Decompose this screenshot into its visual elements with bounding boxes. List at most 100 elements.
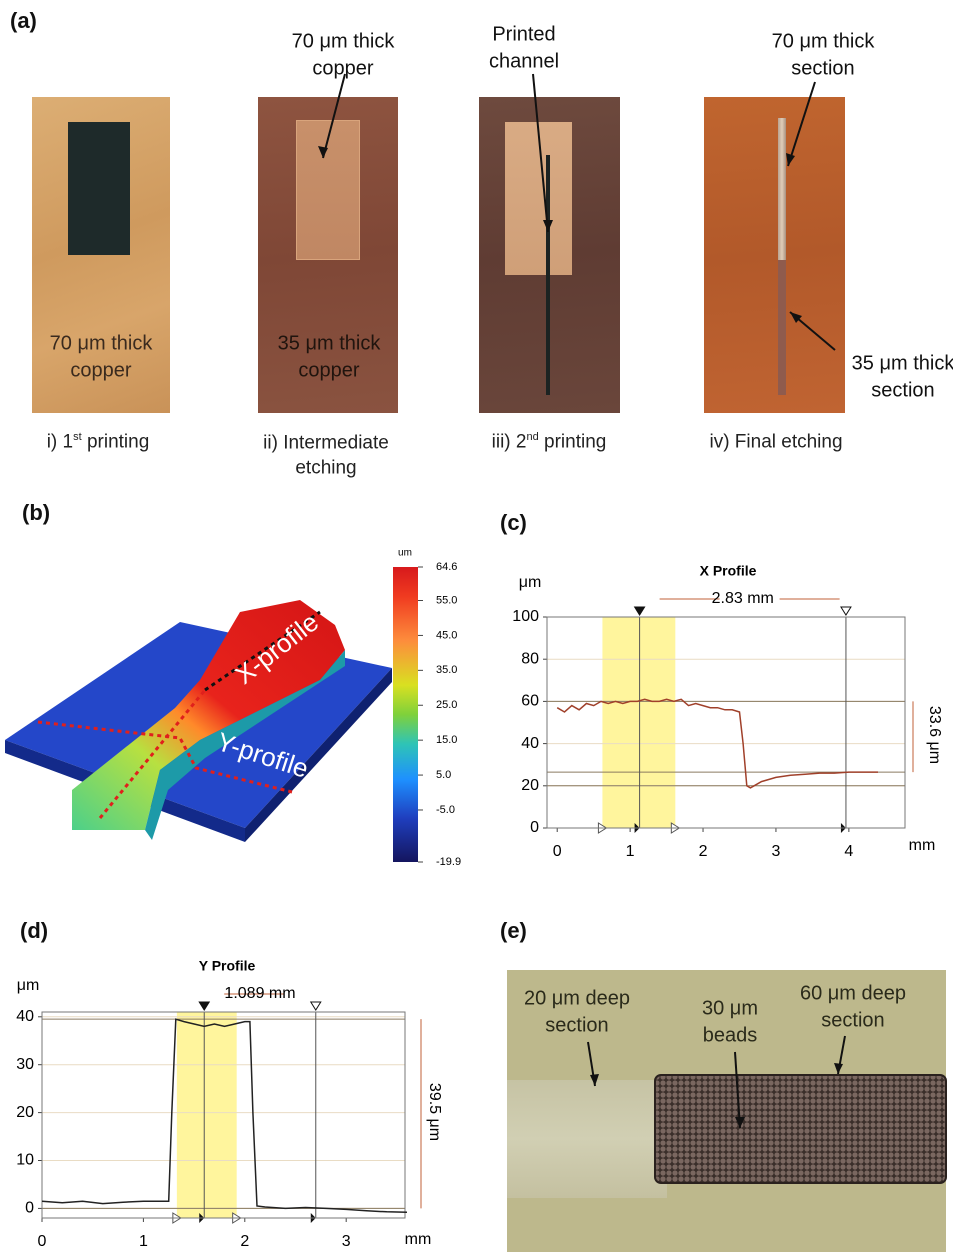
beads-block: [654, 1074, 947, 1184]
beads-edge: [654, 1074, 947, 1184]
x-tick-label: 3: [342, 1233, 351, 1250]
colorbar: [393, 567, 418, 862]
y-tick-label: 20: [521, 777, 539, 794]
colorbar-tick-label: 25.0: [436, 699, 457, 711]
photo-label: Printed channel: [488, 23, 560, 72]
panel-label: (b): [22, 500, 51, 525]
ridge-side: [145, 650, 345, 840]
photo-caption: iii) 2nd printing: [492, 429, 607, 454]
height-label: 33.6 μm: [926, 706, 943, 764]
colorbar-tick-label: 45.0: [436, 629, 457, 641]
arrow-head: [786, 153, 795, 166]
printed-channel-line: [546, 155, 550, 395]
y-profile-path: [37, 720, 293, 794]
copper-block: [505, 122, 572, 275]
y-tick-label: 0: [25, 1200, 34, 1217]
cursor-marker: [309, 1001, 322, 1011]
thick-section-strip: [778, 118, 786, 260]
y-tick-label: 60: [521, 693, 539, 710]
photo-caption: ii) Intermediate etching: [263, 432, 389, 479]
arrow-head: [318, 146, 328, 158]
photo-second-printing: [479, 97, 620, 413]
photo-label: 70 μm thick copper: [49, 332, 153, 381]
colorbar-tick-label: -19.9: [436, 856, 461, 868]
caption-text: printing: [81, 431, 150, 453]
arrow-head: [590, 1074, 599, 1086]
arrow-head: [790, 312, 802, 323]
highlight-band: [176, 1012, 237, 1218]
photo-label: 60 μm deep section: [799, 982, 907, 1031]
y-tick-label: 100: [512, 608, 539, 625]
x-tick-label: 3: [771, 843, 780, 860]
caption-sup: st: [73, 431, 82, 444]
panel-label: (e): [500, 918, 527, 943]
cursor-marker: [840, 606, 852, 616]
colorbar-tick-label: 5.0: [436, 769, 451, 781]
x-profile-path: [98, 689, 207, 819]
cursor-marker: [198, 1001, 211, 1011]
y-tick-label: 40: [16, 1008, 34, 1025]
arrow: [734, 1051, 741, 1129]
chart-title: X Profile: [700, 563, 757, 579]
caption-sup: nd: [526, 431, 539, 444]
arrow-head: [543, 220, 553, 232]
y-tick-label: 30: [16, 1056, 34, 1073]
colorbar-tick-label: 35.0: [436, 664, 457, 676]
x-tick-label: 4: [844, 843, 853, 860]
photo-label: 30 μm beads: [702, 997, 758, 1046]
photo-label: 70 μm thick copper: [291, 30, 395, 79]
ridge-top: [72, 600, 345, 830]
photo-label: 35 μm thick section: [851, 352, 953, 401]
photo-caption: iv) Final etching: [709, 431, 843, 453]
caption-text: i) 1: [46, 431, 74, 453]
arrow-head: [735, 1117, 745, 1128]
x-tick-label: 0: [553, 843, 562, 860]
x-tick-label: 1: [626, 843, 635, 860]
arrow-head: [834, 1063, 843, 1074]
height-label: 39.5 μm: [426, 1083, 443, 1141]
span-label: 2.83 mm: [712, 590, 774, 607]
resist-block: [68, 122, 130, 255]
panel-label: (c): [500, 510, 527, 535]
plot-frame: [546, 616, 906, 829]
colorbar-tick-label: 55.0: [436, 594, 457, 606]
colorbar-tick-label: -5.0: [436, 804, 455, 816]
photo-label: 35 μm thick copper: [277, 332, 381, 381]
cursor-marker: [633, 606, 646, 616]
x-tick-label: 2: [699, 843, 708, 860]
span-label: 1.089 mm: [224, 985, 295, 1002]
x-axis-label: mm: [909, 837, 936, 854]
photo-label: 70 μm thick section: [771, 30, 875, 79]
thick-copper-block: [296, 120, 360, 260]
photo-intermediate-etching: [258, 97, 398, 413]
x-profile-path-top: [204, 610, 321, 692]
arrow: [532, 73, 549, 233]
photo-first-printing: [32, 97, 170, 413]
beads-fill: [655, 1075, 946, 1183]
y-tick-label: 20: [16, 1104, 34, 1121]
shallow-channel: [507, 1080, 667, 1198]
y-tick-label: 80: [521, 650, 539, 667]
plot-frame: [41, 1011, 406, 1219]
panel-label: (d): [20, 918, 49, 943]
colorbar-tick-label: 15.0: [436, 734, 457, 746]
arrow: [787, 81, 816, 167]
x-axis-label: mm: [405, 1231, 432, 1248]
x-tick-label: 2: [240, 1233, 249, 1250]
highlight-band: [602, 617, 676, 828]
y-tick-label: 10: [16, 1152, 34, 1169]
base-side: [245, 668, 392, 842]
caption-text: printing: [538, 431, 607, 453]
profile-line: [41, 1018, 408, 1214]
chart-title: Y Profile: [199, 958, 256, 974]
colorbar-unit: um: [398, 548, 412, 559]
x-tick-label: 0: [38, 1233, 47, 1250]
y-tick-label: 0: [530, 819, 539, 836]
photo-caption: i) 1st printing: [47, 429, 150, 454]
caption-text: iii) 2: [491, 431, 527, 453]
photo-label: 20 μm deep section: [523, 987, 631, 1036]
arrow: [322, 73, 346, 159]
